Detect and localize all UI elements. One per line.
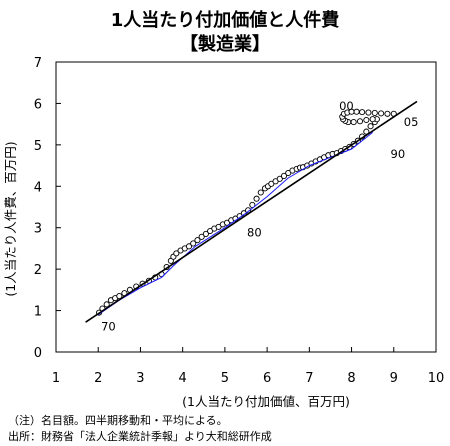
data-point <box>194 237 201 244</box>
data-point <box>384 110 391 117</box>
plot-frame <box>55 61 437 353</box>
data-point <box>378 110 385 117</box>
year-annotation: 05 <box>404 115 419 129</box>
x-tick-label: 2 <box>94 371 102 386</box>
year-annotation: 70 <box>101 320 116 334</box>
x-tick-label: 4 <box>179 371 187 386</box>
data-point <box>365 109 372 116</box>
data-point <box>198 233 205 240</box>
x-axis-label: (1人当たり付加価値、百万円) <box>182 394 350 409</box>
chart-source: 出所：財務省「法人企業統計季報」より大和総研作成 <box>8 430 272 443</box>
x-tick-label: 7 <box>305 371 313 386</box>
x-tick-label: 10 <box>428 371 445 386</box>
data-point <box>353 108 360 115</box>
data-point <box>369 116 376 123</box>
data-point <box>371 109 378 117</box>
y-tick-label: 0 <box>34 346 42 361</box>
chart-note: （注）名目額。四半期移動和・平均による。 <box>8 414 228 427</box>
y-tick-label: 1 <box>34 305 42 320</box>
data-point <box>363 116 370 124</box>
data-point <box>350 119 357 126</box>
data-point <box>173 250 180 257</box>
year-annotation: 00 <box>339 99 354 113</box>
data-point <box>249 201 256 208</box>
x-tick-label: 6 <box>263 371 271 386</box>
y-tick-label: 7 <box>34 56 42 71</box>
chart-title: 1人当たり付加価値と人件費 <box>110 10 340 31</box>
data-point <box>190 240 197 247</box>
trend-line <box>85 100 418 323</box>
x-tick-label: 8 <box>347 371 355 386</box>
x-tick-label: 5 <box>221 371 229 386</box>
x-tick-label: 1 <box>52 371 60 386</box>
data-point <box>253 195 260 202</box>
data-point <box>276 175 283 182</box>
y-tick-label: 2 <box>34 263 42 278</box>
x-tick-label: 9 <box>390 371 398 386</box>
data-point <box>202 230 209 237</box>
y-tick-label: 5 <box>34 139 42 154</box>
smoothed-line <box>97 132 374 316</box>
chart-subtitle: 【製造業】 <box>180 34 270 55</box>
data-point <box>245 207 252 214</box>
x-tick-label: 3 <box>136 371 144 386</box>
data-point <box>356 118 364 125</box>
y-tick-label: 4 <box>34 180 42 195</box>
year-annotation: 80 <box>247 226 262 240</box>
data-point <box>359 109 366 116</box>
data-point <box>257 189 264 196</box>
y-tick-label: 6 <box>34 97 42 112</box>
year-annotation: 90 <box>391 147 406 161</box>
data-point <box>103 301 110 308</box>
data-point <box>185 243 193 250</box>
y-tick-label: 3 <box>34 222 42 237</box>
data-point <box>367 123 374 130</box>
y-axis-label: (1人当たり人件費、百万円) <box>3 141 18 296</box>
data-point <box>116 293 123 300</box>
data-point <box>280 172 288 179</box>
